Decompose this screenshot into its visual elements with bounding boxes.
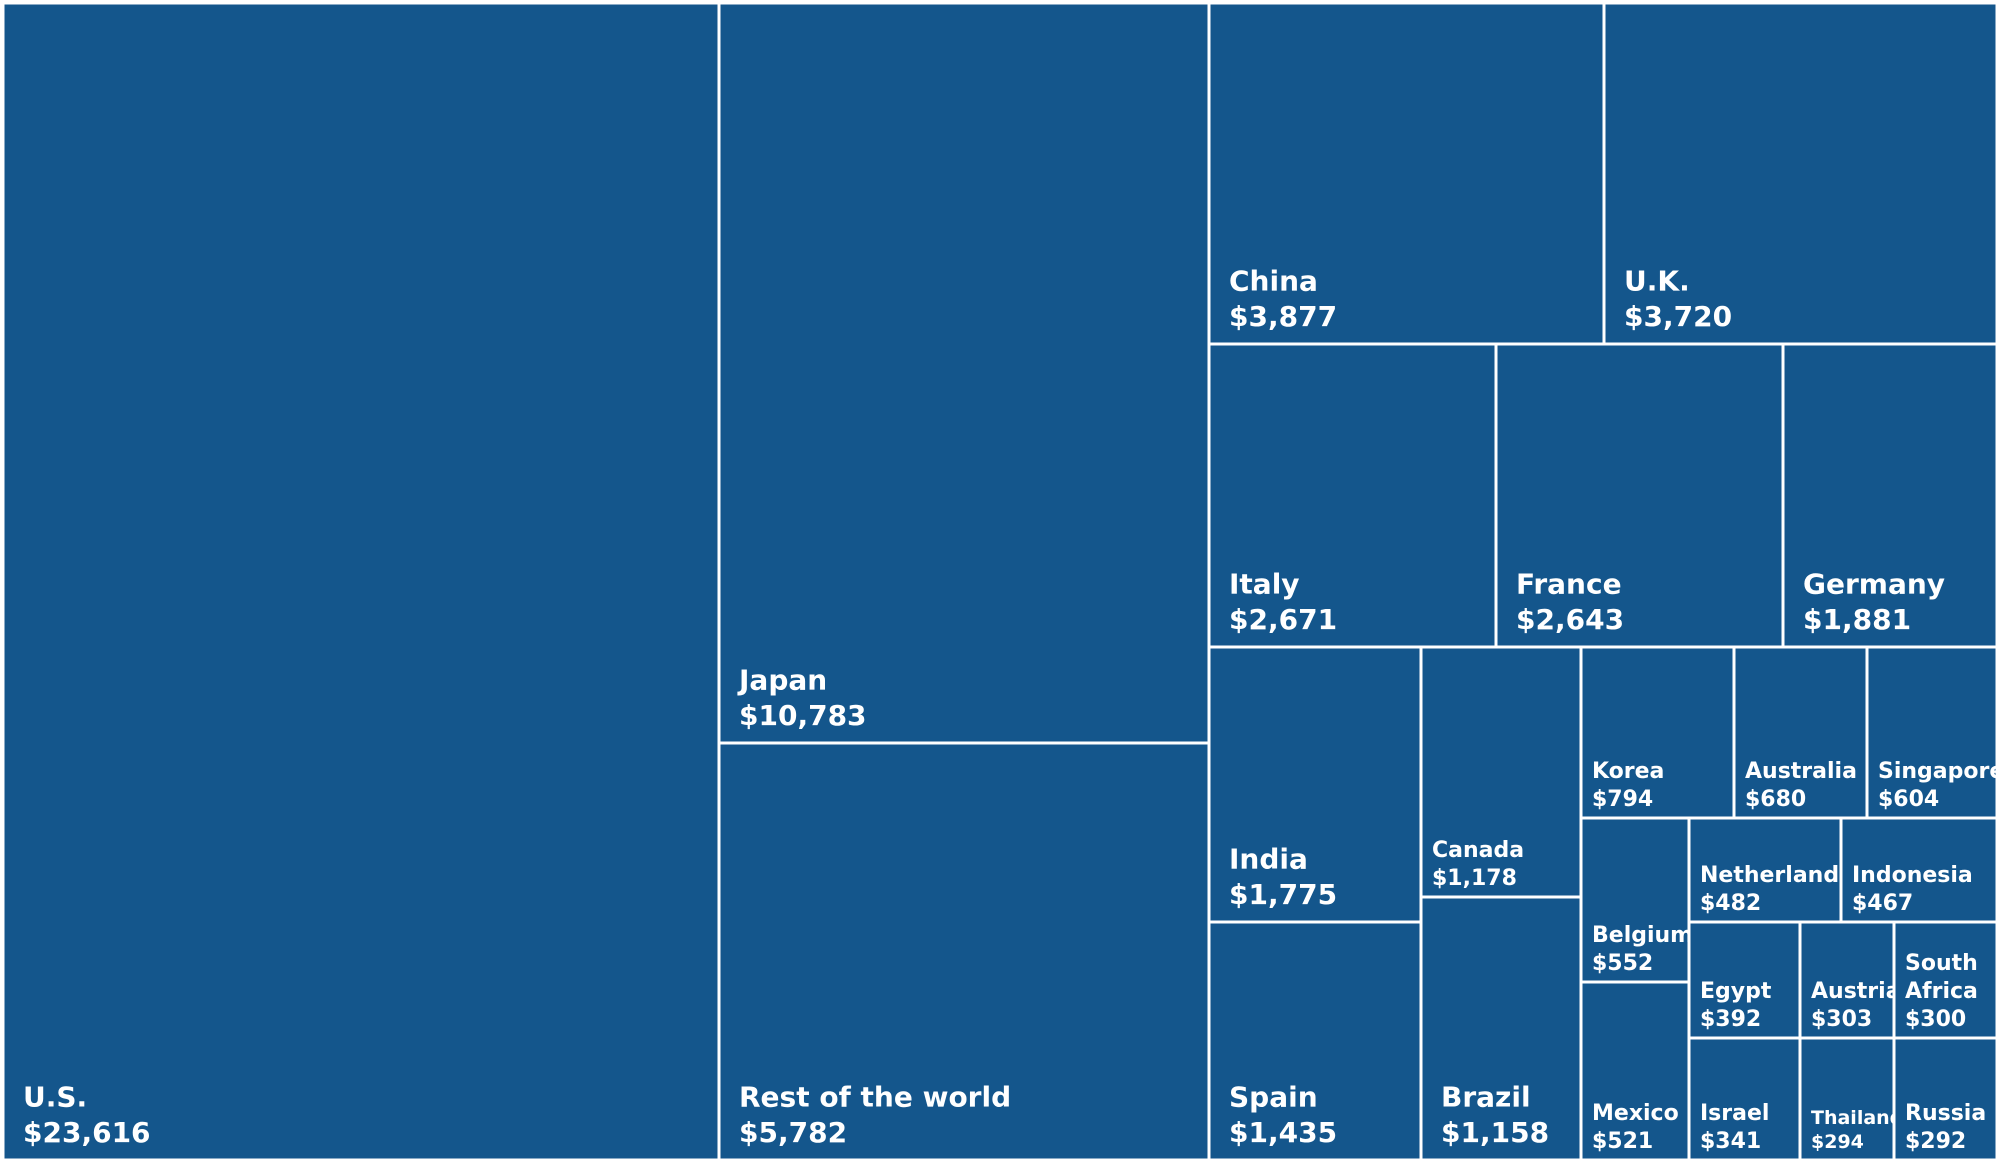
tile-label-germany: Germany <box>1803 567 1945 600</box>
tile-germany: Germany$1,881 <box>1781 342 1999 649</box>
tile-belgium: Belgium $552 <box>1579 816 1693 984</box>
tile-u-k: U.K.$3,720 <box>1602 1 1999 346</box>
tile-value-france: $2,643 <box>1516 603 1624 636</box>
tile-u-s: U.S.$23,616 <box>1 1 721 1162</box>
tile-value-china: $3,877 <box>1229 300 1337 333</box>
tile-rect-singapore <box>1865 645 1999 820</box>
tile-rect-rest-of-the-world <box>717 741 1211 1162</box>
tile-china: China$3,877 <box>1207 1 1606 346</box>
tile-value-mexico: $521 <box>1592 1129 1653 1154</box>
tile-value-austria: $303 <box>1811 1007 1872 1032</box>
tile-value-italy: $2,671 <box>1229 603 1337 636</box>
tile-italy: Italy$2,671 <box>1207 342 1498 649</box>
tile-value-korea: $794 <box>1592 787 1653 812</box>
tile-label-egypt: Egypt <box>1700 979 1772 1004</box>
tile-label-belgium: Belgium <box>1592 923 1693 948</box>
tile-label-israel: Israel <box>1700 1101 1769 1126</box>
tile-value-india: $1,775 <box>1229 878 1337 911</box>
tile-value-spain: $1,435 <box>1229 1116 1337 1149</box>
tile-label-india: India <box>1229 842 1308 875</box>
tile-rect-spain <box>1207 920 1423 1162</box>
tile-rect-japan <box>717 1 1211 745</box>
tile-value-singapore: $604 <box>1878 787 1939 812</box>
tile-value-russia: $292 <box>1905 1129 1966 1154</box>
tile-value-egypt: $392 <box>1700 1007 1761 1032</box>
tile-label-canada: Canada <box>1432 838 1524 863</box>
tile-value-israel: $341 <box>1700 1129 1761 1154</box>
tile-india: India$1,775 <box>1207 645 1423 924</box>
tile-rect-russia <box>1892 1036 1999 1162</box>
tile-egypt: Egypt $392 <box>1687 920 1802 1040</box>
tile-value-indonesia: $467 <box>1852 891 1913 916</box>
tile-south-africa: South Africa $300 <box>1892 920 1999 1040</box>
tile-label-austria: Austria <box>1811 979 1901 1004</box>
tile-label-netherlands: Netherlands <box>1700 863 1852 888</box>
tile-rect-austria <box>1798 920 1896 1040</box>
tile-rect-mexico <box>1579 980 1691 1162</box>
tile-rect-germany <box>1781 342 1999 649</box>
tile-label-china: China <box>1229 264 1318 297</box>
tile-rect-thailand <box>1798 1036 1896 1162</box>
tile-label-mexico: Mexico <box>1592 1101 1679 1126</box>
tile-value-japan: $10,783 <box>739 699 867 732</box>
tile-label-u-s: U.S. <box>23 1080 87 1113</box>
tile-spain: Spain$1,435 <box>1207 920 1423 1162</box>
tile-rect-canada <box>1419 645 1583 899</box>
tile-thailand: Thailand$294 <box>1798 1036 1903 1162</box>
tile-russia: Russia $292 <box>1892 1036 1999 1162</box>
tile-rect-u-k <box>1602 1 1999 346</box>
tile-rect-brazil <box>1419 895 1583 1162</box>
tile-label-thailand: Thailand <box>1811 1107 1903 1129</box>
tile-label-italy: Italy <box>1229 567 1300 600</box>
tile-value-thailand: $294 <box>1811 1131 1864 1153</box>
tile-value-netherlands: $482 <box>1700 891 1761 916</box>
tile-label-russia: Russia <box>1905 1101 1986 1126</box>
tile-value-south-africa: $300 <box>1905 1007 1966 1032</box>
tile-indonesia: Indonesia $467 <box>1839 816 1999 924</box>
tile-rect-korea <box>1579 645 1736 820</box>
tile-netherlands: Netherlands $482 <box>1687 816 1852 924</box>
tile-austria: Austria $303 <box>1798 920 1901 1040</box>
tile-value-germany: $1,881 <box>1803 603 1911 636</box>
tile-value-brazil: $1,158 <box>1441 1116 1549 1149</box>
tile-label-south-africa-0: South <box>1905 951 1978 976</box>
tile-rect-china <box>1207 1 1606 346</box>
tile-label-u-k: U.K. <box>1624 264 1690 297</box>
tile-value-rest-of-the-world: $5,782 <box>739 1116 847 1149</box>
tile-value-canada: $1,178 <box>1432 866 1517 891</box>
tile-label-singapore: Singapore <box>1878 759 2000 784</box>
tile-israel: Israel $341 <box>1687 1036 1802 1162</box>
tile-france: France$2,643 <box>1494 342 1785 649</box>
tile-rect-india <box>1207 645 1423 924</box>
tile-korea: Korea $794 <box>1579 645 1736 820</box>
tile-rect-u-s <box>1 1 721 1162</box>
tile-label-australia: Australia <box>1745 759 1857 784</box>
tile-rest-of-the-world: Rest of the world$5,782 <box>717 741 1211 1162</box>
tile-value-australia: $680 <box>1745 787 1806 812</box>
tile-rect-south-africa <box>1892 920 1999 1040</box>
tile-mexico: Mexico $521 <box>1579 980 1691 1162</box>
tile-japan: Japan$10,783 <box>717 1 1211 745</box>
tile-value-belgium: $552 <box>1592 951 1653 976</box>
tile-label-france: France <box>1516 567 1622 600</box>
tile-label-japan: Japan <box>737 663 827 696</box>
tile-rect-israel <box>1687 1036 1802 1162</box>
tile-label-rest-of-the-world: Rest of the world <box>739 1080 1011 1113</box>
tile-canada: Canada $1,178 <box>1419 645 1583 899</box>
tile-label-south-africa-1: Africa <box>1905 979 1978 1004</box>
tile-value-u-s: $23,616 <box>23 1116 151 1149</box>
tile-label-brazil: Brazil <box>1441 1080 1531 1113</box>
tile-singapore: Singapore $604 <box>1865 645 2000 820</box>
tile-brazil: Brazil$1,158 <box>1419 895 1583 1162</box>
tile-label-indonesia: Indonesia <box>1852 863 1973 888</box>
tile-australia: Australia $680 <box>1732 645 1869 820</box>
tile-label-spain: Spain <box>1229 1080 1318 1113</box>
tile-value-u-k: $3,720 <box>1624 300 1732 333</box>
tile-rect-france <box>1494 342 1785 649</box>
tile-rect-italy <box>1207 342 1498 649</box>
tile-label-korea: Korea <box>1592 759 1664 784</box>
tile-rect-indonesia <box>1839 816 1999 924</box>
